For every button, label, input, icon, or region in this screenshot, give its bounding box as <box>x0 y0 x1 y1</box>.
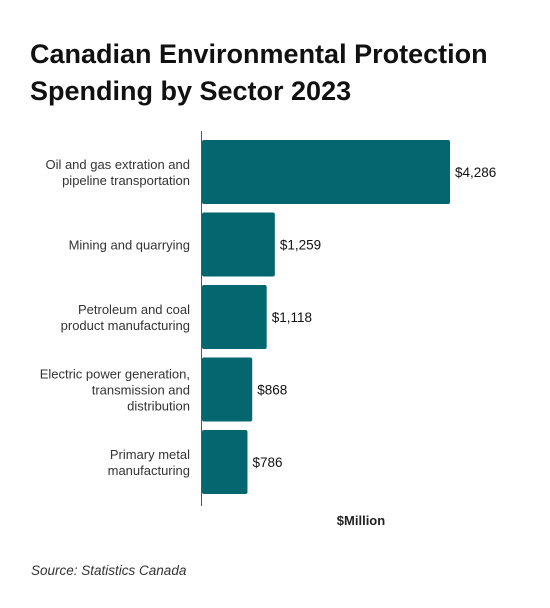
category-label-3-line-2: product manufacturing <box>61 318 190 333</box>
bar-2 <box>202 212 275 277</box>
value-label-3: $1,118 <box>272 310 312 325</box>
value-label-1: $4,286 <box>455 165 496 180</box>
category-label-3-line-1: Petroleum and coal <box>78 302 190 317</box>
category-label-5-line-2: manufacturing <box>108 463 190 478</box>
chart-title-line-2: Spending by Sector 2023 <box>30 76 352 106</box>
bar-1 <box>202 140 450 204</box>
x-axis-label: $Million <box>337 513 385 528</box>
bars-group: $4,286 Oil and gas extration andpipeline … <box>40 140 496 494</box>
value-label-4: $868 <box>257 383 287 398</box>
category-label-5-line-1: Primary metal <box>110 447 190 462</box>
value-label-2: $1,259 <box>280 238 321 253</box>
chart-title-line-1: Canadian Environmental Protection <box>30 39 488 69</box>
source-note: Source: Statistics Canada <box>31 563 187 578</box>
category-label-1-line-1: Oil and gas extration and <box>45 157 190 172</box>
category-label-4-line-2: transmission and <box>92 383 190 398</box>
category-label-2-line-1: Mining and quarrying <box>69 238 190 253</box>
chart-title: Canadian Environmental Protection Spendi… <box>30 36 530 110</box>
bar-3 <box>202 285 267 349</box>
bar-5 <box>202 430 248 494</box>
bar-4 <box>202 357 253 422</box>
category-label-4-line-1: Electric power generation, <box>40 367 190 382</box>
value-label-5: $786 <box>252 455 282 470</box>
category-label-1-line-2: pipeline transportation <box>62 173 190 188</box>
category-label-4-line-3: distribution <box>127 399 190 414</box>
